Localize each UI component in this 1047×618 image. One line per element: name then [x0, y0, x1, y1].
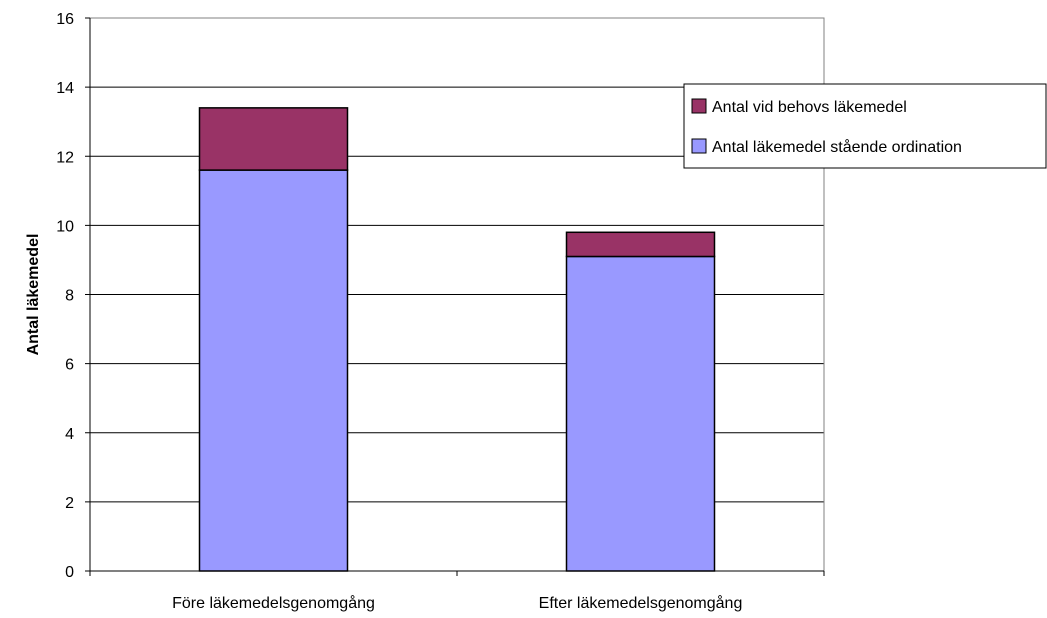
y-tick-label: 4: [65, 426, 74, 443]
axes: [85, 17, 825, 576]
x-category-label: Före läkemedelsgenomgång: [172, 594, 375, 612]
legend-box: [683, 83, 1047, 169]
bar-segment-vid-behov-1: [565, 231, 716, 258]
y-tick-label: 10: [56, 218, 74, 235]
y-tick-label: 6: [65, 357, 74, 374]
tick-labels: 0 2 4 6 8 10 12 14 16 Före läkemedelsgenomgång Eft…: [56, 11, 742, 612]
legend-swatch: [691, 98, 707, 114]
y-axis-title: Antal läkemedel: [25, 234, 42, 356]
legend-swatch: [691, 138, 707, 154]
bar-segment-staende-0: [198, 169, 349, 572]
y-tick-label: 2: [65, 495, 74, 512]
legend: Antal vid behovs läkemedel Antal läkemede…: [683, 83, 1047, 169]
x-category-label: Efter läkemedelsgenomgång: [539, 594, 743, 612]
y-tick-label: 14: [56, 80, 74, 97]
y-tick-label: 12: [56, 149, 74, 166]
bar-segment-staende-1: [565, 255, 716, 572]
y-tick-label: 0: [65, 564, 74, 581]
y-tick-label: 16: [56, 11, 74, 28]
bar-segment-vid-behov-0: [198, 107, 349, 171]
legend-label: Antal läkemedel stående ordination: [712, 138, 962, 156]
legend-label: Antal vid behovs läkemedel: [712, 99, 907, 116]
y-tick-label: 8: [65, 288, 74, 305]
